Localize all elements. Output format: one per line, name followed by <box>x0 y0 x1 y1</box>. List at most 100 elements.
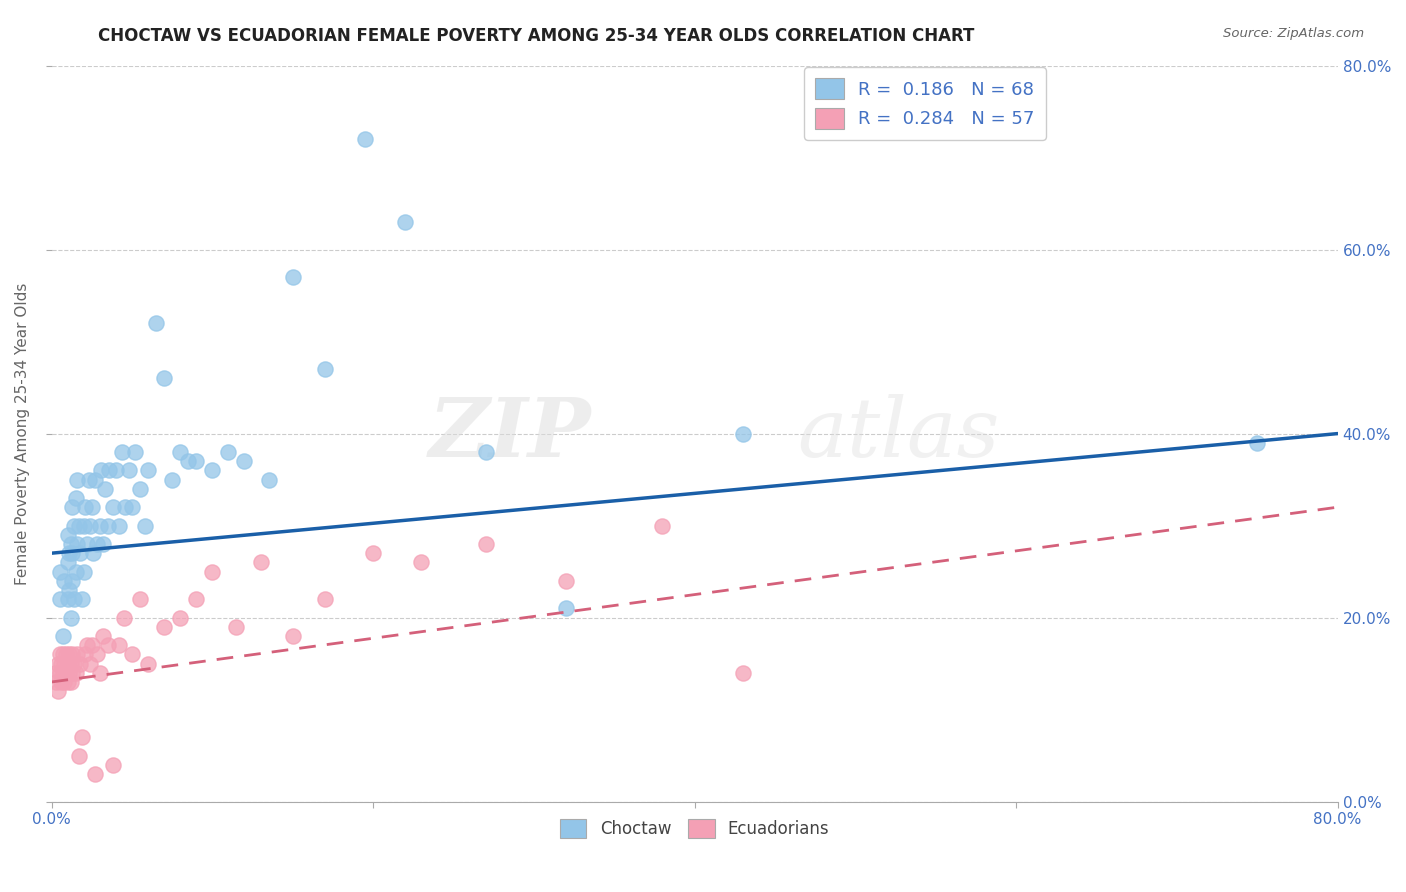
Point <box>56 592 79 607</box>
Point <box>314 592 336 607</box>
Point <box>112 610 135 624</box>
Point <box>63 657 86 671</box>
Point <box>63 518 86 533</box>
Point <box>201 463 224 477</box>
Point <box>186 454 208 468</box>
Point <box>46 684 69 698</box>
Point <box>411 555 433 569</box>
Point <box>145 316 167 330</box>
Point <box>394 215 416 229</box>
Point <box>65 491 87 505</box>
Point <box>98 463 121 477</box>
Point <box>84 473 107 487</box>
Point <box>80 500 103 515</box>
Point <box>82 546 104 560</box>
Point <box>354 132 377 146</box>
Point <box>56 528 79 542</box>
Point <box>129 592 152 607</box>
Point <box>56 555 79 569</box>
Text: CHOCTAW VS ECUADORIAN FEMALE POVERTY AMONG 25-34 YEAR OLDS CORRELATION CHART: CHOCTAW VS ECUADORIAN FEMALE POVERTY AMO… <box>98 27 974 45</box>
Point <box>474 537 496 551</box>
Point <box>233 454 256 468</box>
Point <box>169 610 191 624</box>
Point <box>121 648 143 662</box>
Point <box>101 757 124 772</box>
Point <box>97 518 120 533</box>
Point <box>52 629 75 643</box>
Point <box>121 500 143 515</box>
Point <box>73 518 96 533</box>
Point <box>56 675 79 690</box>
Point <box>108 518 131 533</box>
Point <box>555 574 578 588</box>
Point <box>59 610 82 624</box>
Point <box>65 665 87 680</box>
Point <box>55 648 77 662</box>
Point <box>70 730 93 744</box>
Point <box>58 546 80 560</box>
Point <box>104 463 127 477</box>
Point <box>56 657 79 671</box>
Point <box>134 518 156 533</box>
Point <box>89 518 111 533</box>
Text: Source: ZipAtlas.com: Source: ZipAtlas.com <box>1223 27 1364 40</box>
Point <box>90 463 112 477</box>
Point <box>58 648 80 662</box>
Point <box>76 537 98 551</box>
Point <box>65 565 87 579</box>
Point <box>89 665 111 680</box>
Point <box>1246 435 1268 450</box>
Point <box>59 657 82 671</box>
Point <box>314 362 336 376</box>
Point <box>55 665 77 680</box>
Point <box>86 537 108 551</box>
Point <box>101 500 124 515</box>
Point <box>58 665 80 680</box>
Point <box>75 648 97 662</box>
Point <box>59 537 82 551</box>
Point <box>48 592 70 607</box>
Point <box>257 473 280 487</box>
Point <box>62 500 84 515</box>
Point <box>731 426 754 441</box>
Point <box>48 648 70 662</box>
Point <box>160 473 183 487</box>
Point <box>114 500 136 515</box>
Point <box>124 445 146 459</box>
Point <box>361 546 384 560</box>
Point <box>53 657 76 671</box>
Point <box>66 648 89 662</box>
Point <box>59 675 82 690</box>
Point <box>91 537 114 551</box>
Point <box>169 445 191 459</box>
Point <box>555 601 578 615</box>
Point <box>58 582 80 597</box>
Point <box>69 546 91 560</box>
Point <box>77 473 100 487</box>
Point <box>136 657 159 671</box>
Point <box>79 518 101 533</box>
Point <box>86 648 108 662</box>
Point <box>651 518 673 533</box>
Point <box>129 482 152 496</box>
Point <box>67 748 90 763</box>
Point <box>53 574 76 588</box>
Point <box>118 463 141 477</box>
Point <box>44 665 66 680</box>
Point <box>281 270 304 285</box>
Point <box>51 675 73 690</box>
Point <box>53 675 76 690</box>
Text: ZIP: ZIP <box>429 393 592 474</box>
Point <box>70 592 93 607</box>
Point <box>225 620 247 634</box>
Point <box>51 657 73 671</box>
Point <box>153 371 176 385</box>
Point <box>67 518 90 533</box>
Point <box>75 500 97 515</box>
Point <box>63 592 86 607</box>
Point <box>281 629 304 643</box>
Point <box>62 546 84 560</box>
Text: atlas: atlas <box>797 393 1000 474</box>
Point <box>52 665 75 680</box>
Point <box>80 638 103 652</box>
